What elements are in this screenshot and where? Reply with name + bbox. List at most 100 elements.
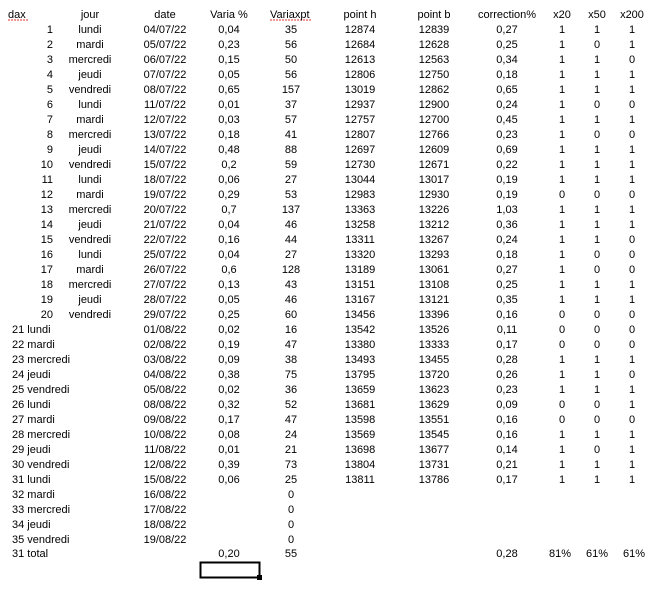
cell-x20: 1 [559, 204, 565, 216]
cell-date: 05/08/22 [144, 384, 187, 396]
cell-point-h: 13363 [345, 204, 376, 216]
cell-date: 06/07/22 [144, 54, 187, 66]
cell-variaxpt: 88 [285, 144, 297, 156]
cell-x50: 61% [586, 548, 608, 560]
cell-jour: mardi [76, 189, 104, 201]
cell-point-h: 13681 [345, 399, 376, 411]
cell-point-b: 12766 [419, 129, 450, 141]
cell-x200: 1 [629, 204, 635, 216]
cell-dax-jour: 34 jeudi [12, 519, 51, 531]
cell-point-b: 13017 [419, 174, 450, 186]
cell-jour: jeudi [77, 294, 101, 306]
cell-x20: 0 [559, 324, 565, 336]
cell-x200: 1 [629, 39, 635, 51]
cell-point-b: 13786 [419, 474, 450, 486]
cell-dax: 10 [41, 159, 53, 171]
cell-x50: 0 [594, 444, 600, 456]
cell-point-b: 13212 [419, 219, 450, 231]
cell-point-b: 13121 [419, 294, 450, 306]
cell-point-h: 13258 [345, 219, 376, 231]
cell-jour: lundi [78, 24, 101, 36]
cell-correction: 0,21 [496, 459, 517, 471]
cell-x200: 1 [629, 84, 635, 96]
fill-handle[interactable] [257, 575, 262, 580]
cell-correction: 0,18 [496, 69, 517, 81]
cell-point-b: 13731 [419, 459, 450, 471]
cell-x50: 0 [594, 414, 600, 426]
cell-date: 25/07/22 [144, 249, 187, 261]
cell-point-h: 12613 [345, 54, 376, 66]
cell-correction: 0,11 [497, 324, 518, 336]
cell-point-h: 13189 [345, 264, 376, 276]
cell-variaxpt: 0 [288, 489, 294, 501]
cell-jour: jour [80, 9, 100, 21]
cell-dax-jour: 30 vendredi [12, 459, 70, 471]
cell-x200: 1 [629, 24, 635, 36]
cell-x200: 61% [623, 548, 645, 560]
cell-point-b: 12900 [419, 99, 450, 111]
cell-point-h: 13811 [345, 474, 375, 486]
cell-date: 04/07/22 [144, 24, 187, 36]
cell-varia: 0,06 [218, 174, 239, 186]
cell-x200: 0 [629, 264, 635, 276]
cell-dax-jour: 32 mardi [12, 489, 55, 501]
cell-date: 12/07/22 [144, 114, 187, 126]
cell-date: 29/07/22 [144, 309, 187, 321]
cell-dax: 8 [47, 129, 53, 141]
cell-x50: 1 [594, 204, 600, 216]
cell-jour: mercredi [69, 54, 112, 66]
cell-date: 05/07/22 [144, 39, 187, 51]
cell-point-b: 12563 [419, 54, 450, 66]
cell-varia: 0,18 [218, 129, 239, 141]
cell-date: 28/07/22 [144, 294, 187, 306]
cell-variaxpt: 57 [285, 114, 297, 126]
cell-varia: 0,17 [218, 414, 239, 426]
cell-point-h: 13380 [345, 339, 376, 351]
cell-jour: vendredi [69, 234, 111, 246]
cell-x20: 0 [559, 339, 565, 351]
cell-x200: 1 [629, 294, 635, 306]
cell-dax-jour: 31 lundi [12, 474, 51, 486]
cell-x50: 0 [594, 129, 600, 141]
cell-point-h: 13698 [345, 444, 376, 456]
cell-point-b: 13720 [419, 369, 450, 381]
cell-variaxpt: 37 [285, 99, 297, 111]
cell-jour: mardi [76, 264, 104, 276]
cell-correction: 0,27 [496, 264, 517, 276]
cell-point-h: 12807 [345, 129, 376, 141]
cell-point-b: 13545 [419, 429, 450, 441]
cell-date: 16/08/22 [144, 489, 187, 501]
cell-variaxpt: 53 [285, 189, 297, 201]
cell-x20: 1 [559, 249, 565, 261]
cell-variaxpt: 157 [282, 84, 300, 96]
cell-x50: 0 [594, 264, 600, 276]
cell-date: 08/07/22 [144, 84, 187, 96]
cell-x50: 1 [594, 84, 600, 96]
cell-dax: 20 [41, 309, 53, 321]
cell-x50: 0 [594, 309, 600, 321]
cell-variaxpt: 47 [285, 414, 297, 426]
cell-dax: 11 [42, 174, 53, 186]
cell-dax: 16 [41, 249, 53, 261]
cell-x200: 0 [629, 414, 635, 426]
cell-x200: 1 [629, 399, 635, 411]
cell-variaxpt: 59 [285, 159, 297, 171]
cell-dax-jour: 33 mercredi [12, 504, 70, 516]
cell-correction: 0,36 [496, 219, 517, 231]
cell-dax-jour: 24 jeudi [12, 369, 51, 381]
cell-point-h: 12983 [345, 189, 376, 201]
cell-dax: 18 [41, 279, 53, 291]
cell-varia: 0,48 [218, 144, 239, 156]
cell-x50: 0 [594, 99, 600, 111]
cell-variaxpt: 46 [285, 294, 297, 306]
cell-correction: 0,19 [496, 174, 517, 186]
cell-date: 08/08/22 [144, 399, 187, 411]
cell-x20: 1 [559, 264, 565, 276]
cell-dax-jour: 26 lundi [12, 399, 51, 411]
selected-cell[interactable] [199, 561, 261, 579]
cell-correction: 0,23 [496, 129, 517, 141]
cell-x20: 1 [559, 294, 565, 306]
cell-date: 02/08/22 [144, 339, 187, 351]
cell-x20: 1 [559, 39, 565, 51]
cell-variaxpt: 43 [285, 279, 297, 291]
